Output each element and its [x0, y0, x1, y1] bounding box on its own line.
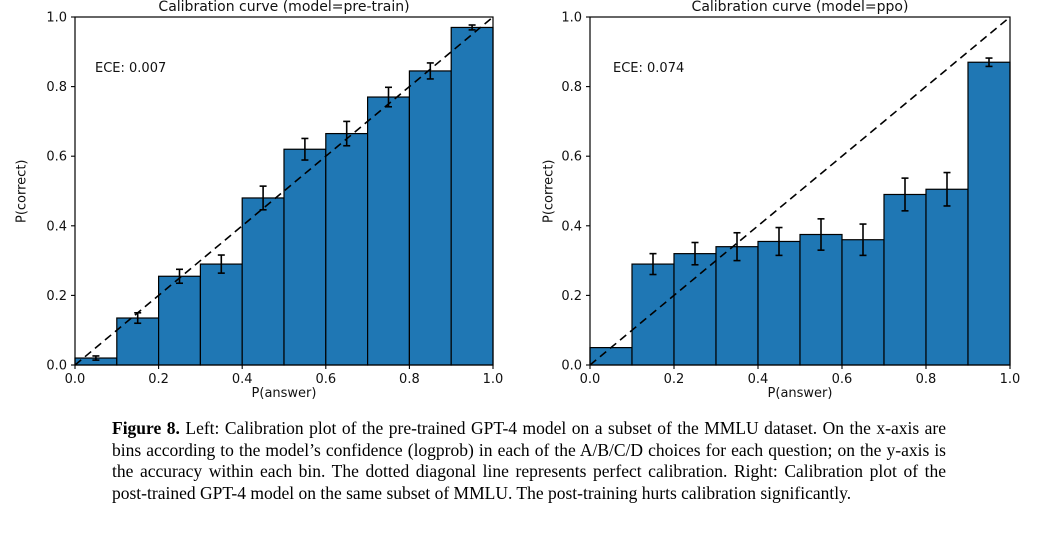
x-axis-label-ppo: P(answer)	[767, 386, 833, 401]
x-tick-label: 0.0	[580, 372, 601, 387]
histogram-bar	[967, 61, 1011, 366]
plot-area-ppo: 0.0 0.2 0.4 0.6 0.8 1.0 0.0 0.2 0.4 0.6 0.8 1.0	[561, 11, 1021, 388]
histogram-bar	[715, 246, 759, 366]
histogram-bar	[673, 253, 717, 366]
x-tick-label: 1.0	[1000, 372, 1021, 387]
chart-title-pretrain: Calibration curve (model=pre-train)	[158, 0, 410, 15]
figure-caption-text: Left: Calibration plot of the pre-traine…	[112, 418, 946, 503]
histogram-bar	[450, 26, 494, 366]
histogram-bar	[757, 240, 801, 366]
histogram-bar	[241, 197, 285, 366]
histogram-bar	[589, 347, 633, 366]
y-tick-label: 0.8	[46, 80, 67, 95]
x-tick-label: 1.0	[483, 372, 504, 387]
y-tick-label: 0.6	[46, 150, 67, 165]
histogram-bar	[408, 70, 452, 366]
x-axis-label-pretrain: P(answer)	[251, 386, 317, 401]
histogram-bar	[883, 193, 927, 366]
histogram-bar	[199, 263, 243, 366]
y-tick-label: 0.4	[46, 219, 67, 234]
y-tick-label: 0.8	[561, 80, 582, 95]
y-tick-label: 0.2	[46, 289, 67, 304]
x-tick-label: 0.2	[148, 372, 169, 387]
x-tick-label: 0.8	[916, 372, 937, 387]
y-tick-label: 0.0	[561, 359, 582, 374]
y-tick-label: 0.6	[561, 150, 582, 165]
x-tick-label: 0.0	[65, 372, 86, 387]
y-tick-label: 0.2	[561, 289, 582, 304]
y-tick-label: 1.0	[46, 11, 67, 26]
x-tick-label: 0.2	[664, 372, 685, 387]
figure-caption-label: Figure 8.	[112, 418, 180, 438]
histogram-bar	[367, 96, 411, 366]
histogram-bar	[841, 239, 885, 366]
x-tick-label: 0.6	[315, 372, 336, 387]
ece-annotation-ppo: ECE: 0.074	[613, 61, 685, 76]
histogram-bar	[116, 317, 160, 366]
y-tick-label: 1.0	[561, 11, 582, 26]
plot-border	[589, 16, 1011, 366]
calibration-chart-pretrain: Calibration curve (model=pre-train) ECE:…	[0, 0, 527, 410]
histogram-bar	[799, 233, 843, 366]
y-tick-label: 0.4	[561, 219, 582, 234]
histogram-bar	[631, 263, 675, 366]
figure-caption: Figure 8. Left: Calibration plot of the …	[112, 418, 946, 504]
x-tick-label: 0.4	[748, 372, 769, 387]
x-tick-label: 0.8	[399, 372, 420, 387]
calibration-chart-ppo: Calibration curve (model=ppo) ECE: 0.074…	[527, 0, 1054, 410]
ece-annotation-pretrain: ECE: 0.007	[95, 61, 167, 76]
histogram-bar	[925, 188, 969, 366]
x-tick-label: 0.4	[232, 372, 253, 387]
plot-area-pretrain: 0.0 0.2 0.4 0.6 0.8 1.0 0.0 0.2 0.4 0.6 0.8 1.0	[46, 11, 504, 388]
histogram-bar	[283, 148, 327, 366]
chart-title-ppo: Calibration curve (model=ppo)	[691, 0, 909, 15]
plot-border	[74, 16, 494, 366]
y-tick-label: 0.0	[46, 359, 67, 374]
histogram-bar	[325, 132, 369, 366]
x-tick-label: 0.6	[832, 372, 853, 387]
